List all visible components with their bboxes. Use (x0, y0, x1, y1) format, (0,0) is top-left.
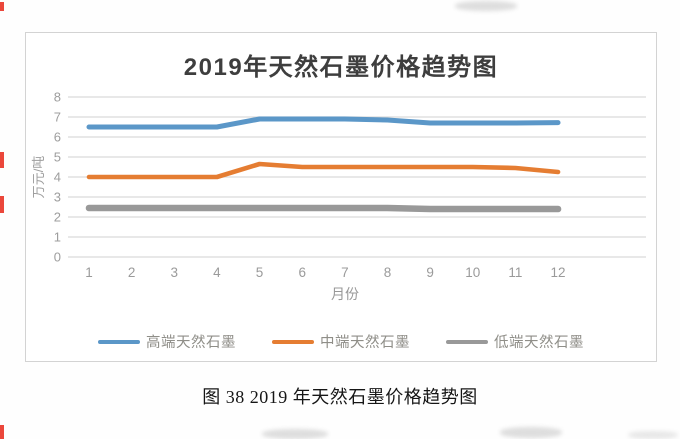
legend-item: 高端天然石墨 (98, 331, 236, 352)
legend-line-swatch (272, 339, 314, 344)
legend-line-swatch (98, 339, 140, 344)
legend-label: 中端天然石墨 (320, 335, 410, 351)
legend-item: 中端天然石墨 (272, 331, 410, 352)
legend-label: 低端天然石墨 (494, 335, 584, 351)
legend-item: 低端天然石墨 (446, 331, 584, 352)
watermark-smudge (628, 431, 678, 439)
watermark-smudge (500, 427, 562, 438)
chart-title: 2019年天然石墨价格趋势图 (183, 54, 499, 81)
figure-caption: 图 38 2019 年天然石墨价格趋势图 (202, 387, 478, 407)
red-scan-artifact (0, 152, 4, 168)
red-scan-artifact (0, 2, 4, 11)
watermark-smudge (455, 1, 517, 11)
legend-label: 高端天然石墨 (146, 335, 236, 351)
legend-line-swatch (446, 339, 488, 344)
y-axis-title: 万元/吨 (31, 155, 46, 199)
watermark-smudge (262, 429, 328, 439)
chart-panel: 2019年天然石墨价格趋势图 (25, 32, 657, 362)
red-scan-artifact (0, 425, 4, 439)
x-axis-title: 月份 (331, 286, 359, 302)
chart-legend: 高端天然石墨 中端天然石墨 低端天然石墨 (25, 331, 657, 352)
red-scan-artifact (0, 196, 4, 213)
